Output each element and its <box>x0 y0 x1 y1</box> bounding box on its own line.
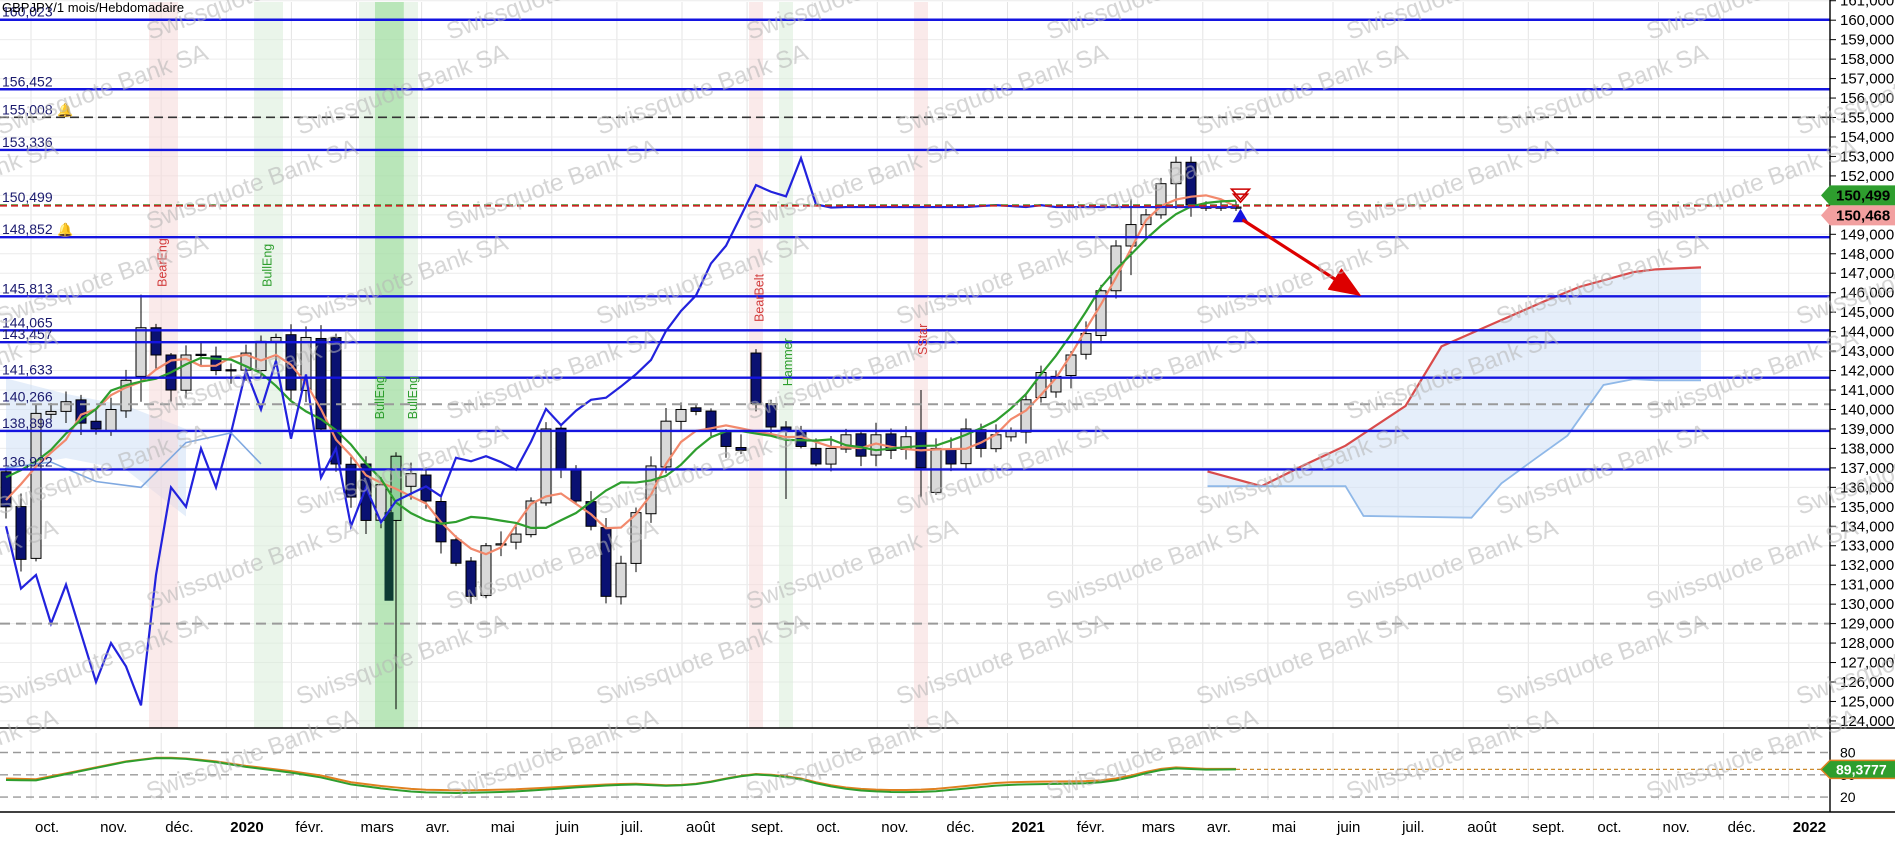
svg-text:129,000: 129,000 <box>1840 616 1894 633</box>
svg-text:sept.: sept. <box>751 819 784 836</box>
svg-text:131,000: 131,000 <box>1840 577 1894 594</box>
svg-text:Hammer: Hammer <box>781 338 795 386</box>
svg-text:nov.: nov. <box>100 819 127 836</box>
svg-text:2022: 2022 <box>1793 819 1826 836</box>
svg-text:avr.: avr. <box>426 819 450 836</box>
svg-text:159,000: 159,000 <box>1840 32 1894 49</box>
svg-text:149,000: 149,000 <box>1840 226 1894 243</box>
svg-text:89,3777: 89,3777 <box>1836 761 1887 777</box>
svg-text:150,499: 150,499 <box>1836 187 1890 204</box>
svg-text:BullEng: BullEng <box>373 376 387 419</box>
svg-text:138,000: 138,000 <box>1840 440 1894 457</box>
svg-text:20: 20 <box>1840 789 1856 805</box>
svg-text:août: août <box>1467 819 1497 836</box>
svg-text:févr.: févr. <box>295 819 323 836</box>
svg-text:158,000: 158,000 <box>1840 51 1894 68</box>
svg-text:BullEng: BullEng <box>406 376 420 419</box>
svg-text:août: août <box>686 819 716 836</box>
svg-text:juil.: juil. <box>1401 819 1425 836</box>
svg-text:juin: juin <box>1336 819 1360 836</box>
svg-text:128,000: 128,000 <box>1840 635 1894 652</box>
svg-text:nov.: nov. <box>881 819 908 836</box>
svg-text:GBPJPY/1 mois/Hebdomadaire: GBPJPY/1 mois/Hebdomadaire <box>2 0 184 15</box>
svg-text:BullEng: BullEng <box>261 244 275 287</box>
svg-text:140,000: 140,000 <box>1840 401 1894 418</box>
svg-text:déc.: déc. <box>946 819 974 836</box>
svg-text:130,000: 130,000 <box>1840 596 1894 613</box>
svg-text:161,000: 161,000 <box>1840 0 1894 10</box>
svg-text:136,922: 136,922 <box>2 453 53 469</box>
svg-text:mai: mai <box>491 819 515 836</box>
svg-text:sept.: sept. <box>1532 819 1565 836</box>
svg-text:139,000: 139,000 <box>1840 421 1894 438</box>
svg-text:2020: 2020 <box>230 819 263 836</box>
svg-text:156,452: 156,452 <box>2 73 53 89</box>
svg-text:déc.: déc. <box>165 819 193 836</box>
svg-text:140,266: 140,266 <box>2 388 53 404</box>
svg-text:🔔: 🔔 <box>57 222 73 237</box>
svg-text:138,898: 138,898 <box>2 415 53 431</box>
svg-text:oct.: oct. <box>35 819 59 836</box>
svg-text:2021: 2021 <box>1012 819 1045 836</box>
svg-text:148,000: 148,000 <box>1840 246 1894 263</box>
svg-text:148,852: 148,852 <box>2 221 53 237</box>
svg-text:juil.: juil. <box>620 819 644 836</box>
svg-text:80: 80 <box>1840 745 1856 761</box>
svg-text:févr.: févr. <box>1077 819 1105 836</box>
svg-text:152,000: 152,000 <box>1840 168 1894 185</box>
svg-text:avr.: avr. <box>1207 819 1231 836</box>
svg-text:132,000: 132,000 <box>1840 557 1894 574</box>
svg-text:mars: mars <box>1142 819 1175 836</box>
svg-text:150,499: 150,499 <box>2 189 53 205</box>
svg-text:oct.: oct. <box>1597 819 1621 836</box>
svg-text:juin: juin <box>555 819 579 836</box>
svg-text:mai: mai <box>1272 819 1296 836</box>
svg-text:160,000: 160,000 <box>1840 12 1894 29</box>
svg-text:nov.: nov. <box>1663 819 1690 836</box>
svg-text:141,000: 141,000 <box>1840 382 1894 399</box>
svg-text:oct.: oct. <box>816 819 840 836</box>
svg-text:150,468: 150,468 <box>1836 207 1890 224</box>
svg-text:mars: mars <box>361 819 394 836</box>
svg-text:142,000: 142,000 <box>1840 363 1894 380</box>
svg-text:déc.: déc. <box>1728 819 1756 836</box>
svg-text:BearBelt: BearBelt <box>753 273 767 321</box>
